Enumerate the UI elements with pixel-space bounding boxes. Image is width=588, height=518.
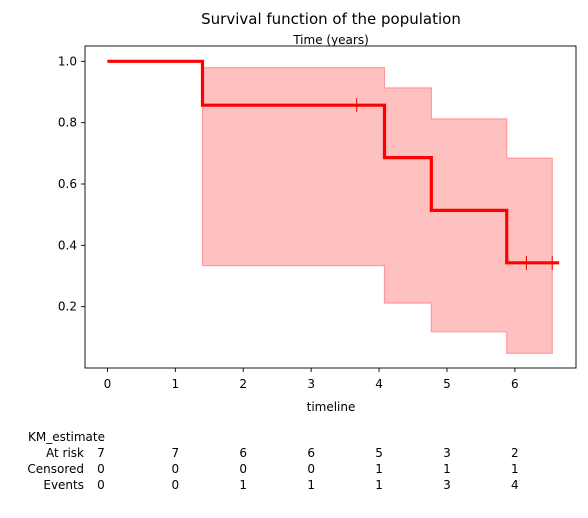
risk-table-title: KM_estimate xyxy=(28,430,105,444)
chart-title: Survival function of the population xyxy=(201,10,461,28)
risk-row-label: Censored xyxy=(27,462,84,476)
risk-row-value: 1 xyxy=(307,478,315,492)
x-axis: 0 1 2 3 4 5 6 xyxy=(104,368,519,391)
y-tick-label: 0.6 xyxy=(58,177,77,191)
risk-row-value: 1 xyxy=(443,462,451,476)
risk-row-value: 1 xyxy=(375,478,383,492)
y-tick-label: 1.0 xyxy=(58,54,77,68)
x-tick-label: 2 xyxy=(239,377,247,391)
risk-table: At risk 7 7 6 6 5 3 2 Censored 0 0 0 0 1 1 1 Events 0 0 1 1 1… xyxy=(27,446,518,492)
risk-row-value: 6 xyxy=(307,446,315,460)
confidence-band-area xyxy=(201,67,553,354)
risk-row-value: 3 xyxy=(443,478,451,492)
risk-row-value: 6 xyxy=(239,446,247,460)
survival-curve xyxy=(107,59,560,265)
chart-subtitle: Time (years) xyxy=(292,33,369,47)
x-axis-label: timeline xyxy=(307,400,356,414)
plot-frame xyxy=(84,45,577,369)
x-tick-label: 0 xyxy=(104,377,112,391)
risk-row-value: 0 xyxy=(97,462,105,476)
censor-markers xyxy=(349,98,560,270)
x-tick-label: 3 xyxy=(307,377,315,391)
risk-row-label: Events xyxy=(43,478,84,492)
censor-marker xyxy=(349,98,364,113)
censor-marker xyxy=(519,255,534,270)
risk-row-value: 0 xyxy=(239,462,247,476)
y-tick-label: 0.4 xyxy=(58,238,77,252)
risk-row-label: At risk xyxy=(46,446,84,460)
risk-row-value: 0 xyxy=(307,462,315,476)
confidence-band xyxy=(201,67,553,354)
risk-row-value: 5 xyxy=(375,446,383,460)
risk-row-value: 1 xyxy=(239,478,247,492)
risk-row-value: 0 xyxy=(172,462,180,476)
risk-row-value: 0 xyxy=(97,478,105,492)
y-axis: 0.2 0.4 0.6 0.8 1.0 xyxy=(58,54,85,314)
risk-row-value: 1 xyxy=(375,462,383,476)
risk-row-value: 4 xyxy=(511,478,519,492)
risk-row-value: 2 xyxy=(511,446,519,460)
risk-row-value: 7 xyxy=(97,446,105,460)
y-tick-label: 0.8 xyxy=(58,116,77,130)
risk-row-value: 0 xyxy=(172,478,180,492)
risk-row-value: 7 xyxy=(172,446,180,460)
risk-row-value: 1 xyxy=(511,462,519,476)
x-tick-label: 5 xyxy=(443,377,451,391)
x-tick-label: 4 xyxy=(375,377,383,391)
y-tick-label: 0.2 xyxy=(58,300,77,314)
risk-row-value: 3 xyxy=(443,446,451,460)
x-tick-label: 6 xyxy=(511,377,519,391)
survival-step-line xyxy=(107,59,560,265)
censor-marker xyxy=(545,255,560,270)
x-tick-label: 1 xyxy=(172,377,180,391)
